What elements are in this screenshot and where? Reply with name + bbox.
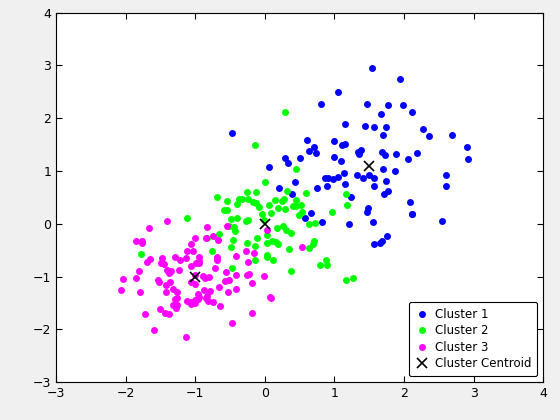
- Cluster Centroid: [366, 163, 372, 168]
- Line: Cluster 1: Cluster 1: [229, 65, 471, 248]
- Cluster 1: [380, 132, 386, 137]
- Cluster 3: [205, 275, 212, 280]
- Cluster 1: [304, 137, 310, 142]
- Cluster 3: [214, 238, 221, 243]
- Cluster Centroid: [262, 221, 268, 226]
- Cluster 1: [265, 164, 272, 169]
- Line: Cluster 2: Cluster 2: [137, 108, 357, 284]
- Cluster 1: [381, 153, 388, 158]
- Cluster 2: [263, 240, 270, 245]
- Cluster 2: [316, 263, 323, 268]
- Cluster 2: [343, 278, 350, 283]
- Cluster 1: [385, 102, 391, 108]
- Cluster Centroid: [192, 274, 199, 279]
- Cluster 1: [371, 242, 377, 247]
- Cluster 3: [210, 234, 217, 239]
- Legend: Cluster 1, Cluster 2, Cluster 3, Cluster Centroid: Cluster 1, Cluster 2, Cluster 3, Cluster…: [409, 302, 537, 376]
- Line: Cluster 3: Cluster 3: [118, 218, 306, 341]
- Cluster 2: [310, 242, 316, 247]
- Cluster 3: [184, 298, 190, 303]
- Cluster 2: [274, 225, 281, 230]
- Cluster 3: [195, 294, 202, 299]
- Line: Cluster Centroid: Cluster Centroid: [190, 161, 374, 281]
- Cluster 2: [260, 218, 267, 223]
- Cluster 3: [195, 254, 202, 259]
- Cluster 1: [392, 169, 399, 174]
- Cluster 1: [366, 173, 373, 178]
- Cluster 2: [252, 257, 259, 262]
- Cluster 1: [369, 66, 376, 71]
- Cluster 3: [195, 258, 202, 263]
- Cluster 3: [164, 219, 170, 224]
- Cluster 2: [278, 199, 285, 204]
- Cluster 2: [281, 109, 288, 114]
- Cluster 2: [224, 198, 231, 203]
- Cluster 3: [171, 297, 178, 302]
- Cluster 3: [182, 335, 189, 340]
- Cluster 1: [357, 147, 364, 152]
